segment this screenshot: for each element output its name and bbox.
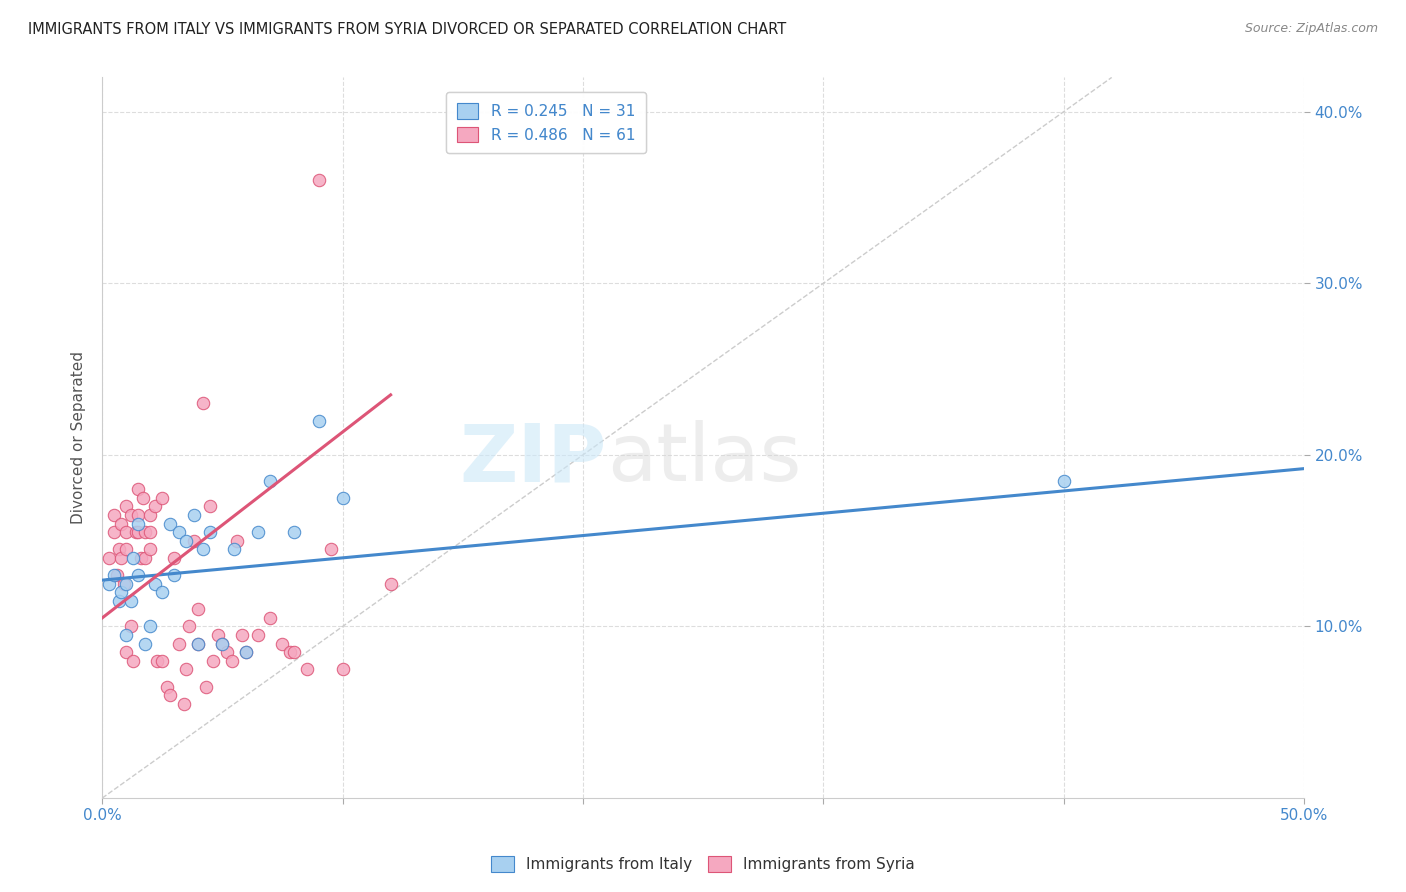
Point (191, 542, 214, 557)
Point (112, 576, 135, 591)
Legend: Immigrants from Italy, Immigrants from Syria: Immigrants from Italy, Immigrants from S… (484, 848, 922, 880)
Point (127, 568, 149, 582)
Point (103, 568, 125, 582)
Point (217, 645, 239, 659)
Point (200, 500, 222, 514)
Point (200, 525, 222, 540)
Point (98, 550, 121, 565)
Point (187, 637, 209, 651)
Point (176, 662, 198, 676)
Point (150, 491, 173, 505)
Point (115, 628, 138, 642)
Point (127, 508, 149, 522)
Point (308, 414, 330, 428)
Point (134, 637, 156, 651)
Point (177, 619, 200, 633)
Point (194, 680, 217, 694)
Point (173, 697, 195, 711)
Point (156, 680, 179, 694)
Point (98, 576, 121, 591)
Point (247, 628, 270, 642)
Point (115, 645, 138, 659)
Point (103, 525, 125, 540)
Point (235, 645, 257, 659)
Point (163, 550, 186, 565)
Point (259, 474, 281, 488)
Point (183, 533, 205, 548)
Point (308, 173, 330, 187)
Point (150, 654, 173, 668)
Point (211, 637, 233, 651)
Point (110, 585, 132, 599)
Point (146, 654, 169, 668)
Point (278, 645, 301, 659)
Point (380, 576, 402, 591)
Text: IMMIGRANTS FROM ITALY VS IMMIGRANTS FROM SYRIA DIVORCED OR SEPARATED CORRELATION: IMMIGRANTS FROM ITALY VS IMMIGRANTS FROM… (28, 22, 786, 37)
Point (143, 500, 166, 514)
Point (115, 576, 138, 591)
Point (295, 662, 318, 676)
Point (139, 542, 162, 557)
Point (134, 525, 156, 540)
Point (125, 525, 148, 540)
Point (159, 516, 181, 531)
Point (201, 654, 224, 668)
Point (127, 516, 149, 531)
Point (283, 525, 305, 540)
Point (108, 542, 131, 557)
Point (143, 576, 166, 591)
Point (127, 525, 149, 540)
Point (207, 628, 229, 642)
Point (120, 593, 142, 607)
Point (259, 611, 281, 625)
Point (115, 525, 138, 540)
Point (105, 568, 128, 582)
Point (176, 533, 198, 548)
Text: atlas: atlas (607, 420, 801, 499)
Point (187, 602, 209, 616)
Point (150, 585, 173, 599)
Point (129, 550, 152, 565)
Point (167, 637, 190, 651)
Point (231, 628, 253, 642)
Point (132, 491, 155, 505)
Point (1052, 474, 1074, 488)
Point (247, 525, 270, 540)
Point (115, 542, 138, 557)
Point (115, 500, 138, 514)
Point (332, 662, 354, 676)
Point (120, 619, 142, 633)
Point (167, 525, 190, 540)
Point (271, 637, 294, 651)
Text: ZIP: ZIP (460, 420, 607, 499)
Point (235, 645, 257, 659)
Point (110, 516, 132, 531)
Point (332, 491, 354, 505)
Point (122, 550, 145, 565)
Point (211, 637, 233, 651)
Point (139, 508, 162, 522)
Point (134, 550, 156, 565)
Point (283, 645, 305, 659)
Point (120, 508, 142, 522)
Text: Source: ZipAtlas.com: Source: ZipAtlas.com (1244, 22, 1378, 36)
Point (139, 619, 162, 633)
Point (139, 525, 162, 540)
Point (122, 654, 145, 668)
Legend: R = 0.245   N = 31, R = 0.486   N = 61: R = 0.245 N = 31, R = 0.486 N = 61 (446, 92, 645, 153)
Point (224, 542, 246, 557)
Point (127, 482, 149, 496)
Point (163, 568, 186, 582)
Point (108, 593, 131, 607)
Point (110, 550, 132, 565)
Point (159, 688, 181, 702)
Point (191, 396, 214, 410)
Point (221, 654, 243, 668)
Point (225, 533, 247, 548)
Point (103, 508, 125, 522)
Y-axis label: Divorced or Separated: Divorced or Separated (72, 351, 86, 524)
Point (183, 508, 205, 522)
Point (187, 637, 209, 651)
Point (319, 542, 342, 557)
